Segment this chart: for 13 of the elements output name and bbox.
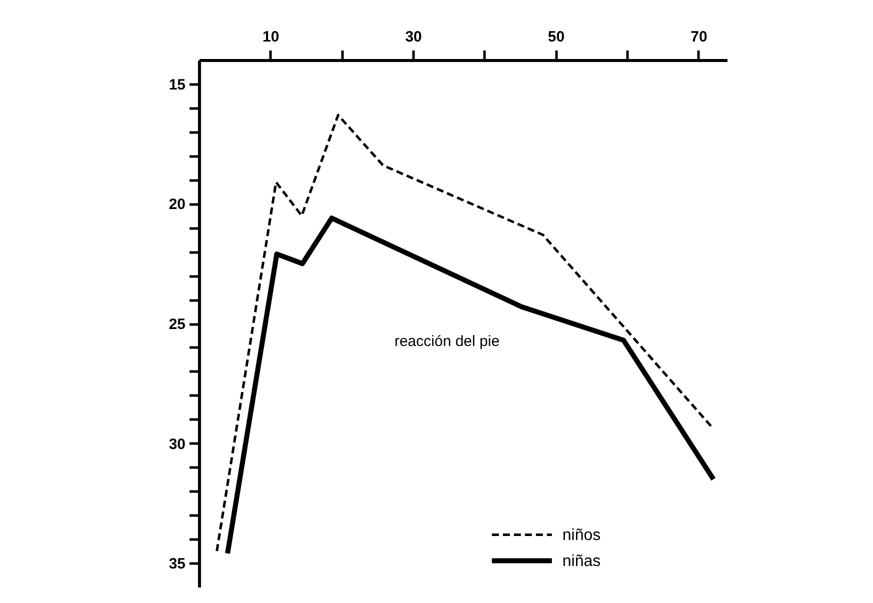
legend-label: niñas xyxy=(562,552,601,570)
x-tick-label: 30 xyxy=(405,28,422,46)
x-tick-label: 50 xyxy=(548,28,565,46)
y-tick-label: 15 xyxy=(168,76,186,94)
annotation: reacción del pie xyxy=(394,333,500,350)
y-tick-label: 35 xyxy=(168,556,186,573)
legend-label: niños xyxy=(562,526,601,544)
x-tick-label: 10 xyxy=(262,28,280,46)
y-tick-label: 20 xyxy=(168,196,186,214)
x-tick-label: 70 xyxy=(690,28,708,46)
y-tick-label: 25 xyxy=(168,316,186,333)
line-series xyxy=(216,114,713,552)
y-tick-label: 30 xyxy=(168,436,186,453)
